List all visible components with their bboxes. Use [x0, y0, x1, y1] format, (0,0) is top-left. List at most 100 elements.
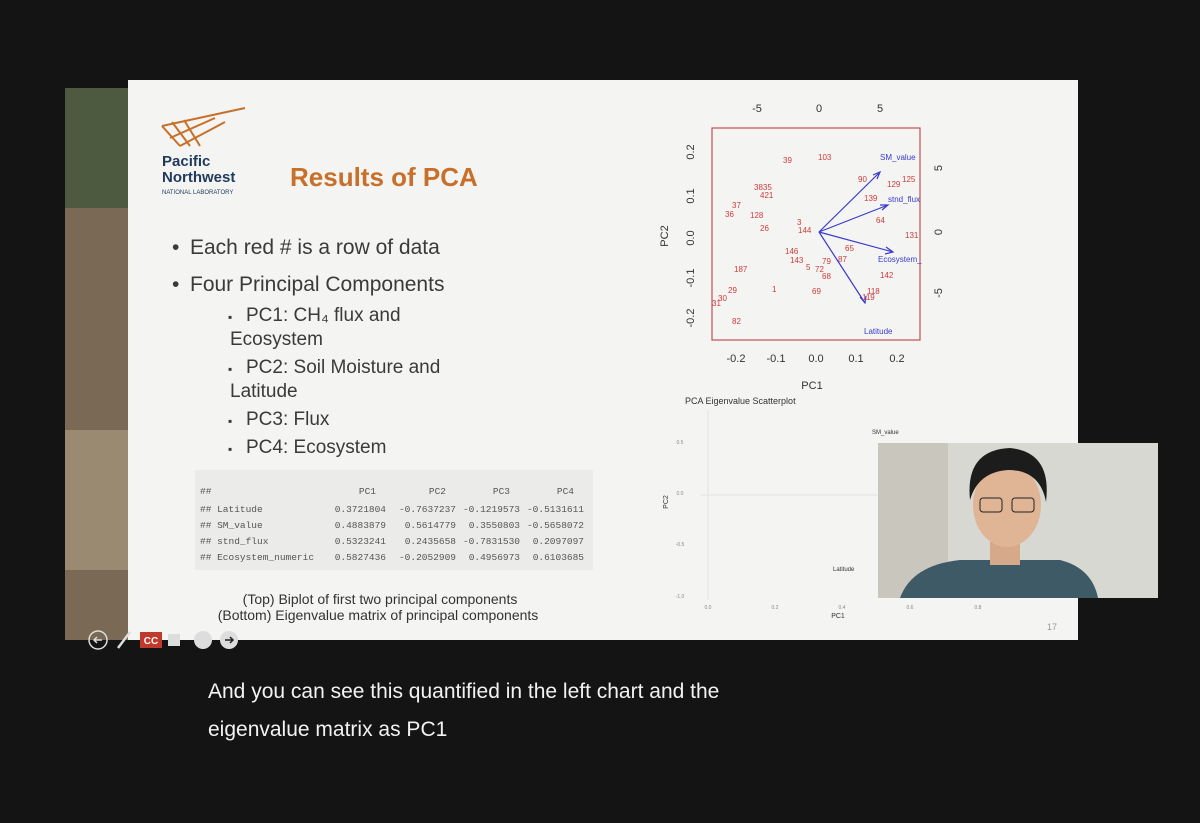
next-icon: [225, 636, 235, 644]
prev-button[interactable]: [88, 630, 108, 650]
table-cell: -0.1219573: [463, 504, 520, 515]
toolbar: [88, 630, 238, 650]
webcam: [878, 443, 1158, 598]
point-label: 72: [815, 265, 824, 274]
point-label: 142: [880, 271, 894, 280]
slide-title: Results of PCA: [290, 162, 478, 192]
point-label: 29: [728, 286, 737, 295]
point-label: SM_value: [872, 430, 899, 436]
bullet-dot: •: [172, 236, 179, 259]
camera-button[interactable]: [168, 634, 180, 646]
point-label: 68: [822, 272, 831, 281]
point-label: 30: [718, 294, 727, 303]
tick-label: 0: [816, 103, 822, 115]
point-label: 421: [760, 191, 774, 200]
table-bg: [195, 470, 593, 570]
point-label: 37: [732, 201, 741, 210]
logo-text: NATIONAL LABORATORY: [162, 190, 233, 196]
table-header: PC1: [359, 486, 376, 497]
photo-trees: [65, 88, 129, 208]
tick-label: -0.1: [685, 269, 697, 288]
axis-label: PC2: [663, 495, 670, 509]
sub-bullet: Latitude: [230, 381, 298, 402]
table-header: ##: [200, 486, 212, 497]
biplot-arrows: [818, 170, 895, 305]
point-label: 143: [790, 256, 804, 265]
point-label: 129: [887, 180, 901, 189]
point-label: 118: [867, 287, 880, 296]
sub-bullet-dot: ▪: [228, 414, 232, 428]
point-label: 82: [732, 317, 741, 326]
tick-label: 0.6: [907, 605, 914, 611]
tick-label: 0.0: [677, 491, 684, 497]
point-label: 3835: [754, 183, 772, 192]
table-cell: 0.2435658: [405, 536, 457, 547]
arrow: [818, 231, 895, 255]
arrow: [818, 204, 890, 233]
point-label: 128: [750, 211, 764, 220]
bullet: Four Principal Components: [190, 273, 444, 296]
tick-label: -5: [752, 103, 762, 115]
table-cell: 0.5614779: [405, 520, 457, 531]
sub-bullet: PC4: Ecosystem: [246, 437, 386, 458]
tick-label: 5: [877, 103, 883, 115]
table-cell: ## SM_value: [200, 520, 263, 531]
sub-bullet-dot: ▪: [228, 310, 232, 324]
more-button[interactable]: [194, 631, 212, 649]
point-label: 31: [712, 299, 721, 308]
subtitle: And you can see this quantified in the l…: [208, 680, 719, 703]
table-cell: -0.2052909: [399, 552, 456, 563]
table-header: PC4: [557, 486, 574, 497]
page-number: 17: [1047, 622, 1057, 632]
point-label: 90: [858, 175, 867, 184]
pen-button[interactable]: [117, 631, 131, 649]
point-label: 187: [734, 265, 748, 274]
person-face: [973, 463, 1041, 547]
glasses: [979, 497, 1003, 513]
tick-label: 0.1: [848, 353, 863, 365]
table-cell: ## Ecosystem_numeric: [200, 552, 314, 563]
cc-button[interactable]: [140, 632, 162, 648]
table-cell: 0.3550803: [469, 520, 521, 531]
table-cell: 0.5827436: [335, 552, 387, 563]
point-label: 131: [905, 231, 919, 240]
sub-bullet: Ecosystem: [230, 329, 323, 350]
table-cell: 0.4956973: [469, 552, 521, 563]
point-label: 69: [812, 287, 821, 296]
plot-title: PCA Eigenvalue Scatterplot: [685, 396, 796, 406]
table-cell: 0.4883879: [335, 520, 387, 531]
tick-label: 0.2: [685, 144, 697, 159]
tick-label: 0.2: [889, 353, 904, 365]
table-cell: 0.2097097: [533, 536, 584, 547]
point-label: 146: [785, 247, 799, 256]
table-cell: 0.5323241: [335, 536, 387, 547]
table-cell: -0.5131611: [527, 504, 584, 515]
table-cell: -0.5658072: [527, 520, 584, 531]
point-label: 65: [845, 244, 854, 253]
sub-bullet: PC3: Flux: [246, 409, 330, 430]
bullet: Each red # is a row of data: [190, 236, 440, 259]
vector-label: SM_value: [880, 153, 916, 162]
tick-label: 0.2: [772, 605, 779, 611]
point-label: 36: [725, 210, 734, 219]
tick-label: -0.1: [767, 353, 786, 365]
caption: (Top) Biplot of first two principal comp…: [243, 591, 518, 607]
table-cell: -0.7637237: [399, 504, 456, 515]
person-shirt: [900, 560, 1098, 598]
point-label: 103: [818, 153, 832, 162]
point-label: 144: [798, 226, 812, 235]
arrow: [818, 231, 867, 305]
tick-label: -0.5: [676, 542, 685, 548]
tick-label: 0.0: [808, 353, 823, 365]
point-label: 1: [772, 285, 777, 294]
axis-label: PC1: [831, 613, 845, 620]
table-cell: -0.7831530: [463, 536, 520, 547]
tick-label: 0.5: [677, 440, 684, 446]
sub-bullet: PC1: CH₄ flux and: [246, 305, 401, 326]
table-cell: ## stnd_flux: [200, 536, 269, 547]
tick-label: -1.0: [676, 594, 685, 600]
photo-rock: [65, 430, 129, 570]
tick-label: 0: [933, 229, 945, 235]
axis-label: PC1: [801, 380, 822, 392]
